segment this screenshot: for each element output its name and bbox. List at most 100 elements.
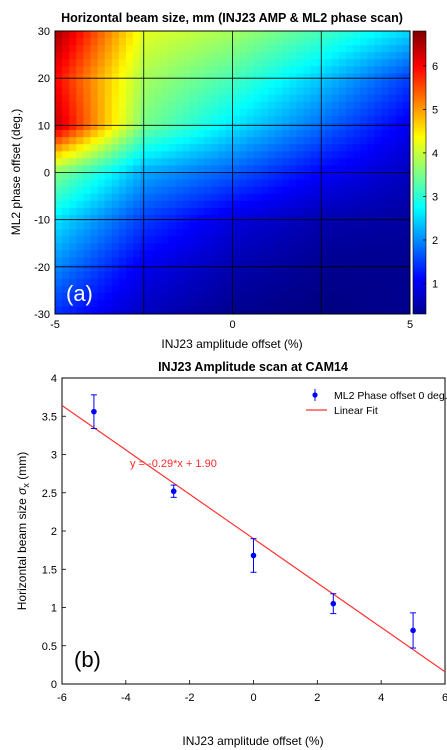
heatmap-cell bbox=[296, 278, 305, 287]
heatmap-cell bbox=[104, 165, 113, 174]
heatmap-cell bbox=[246, 108, 255, 117]
heatmap-cell bbox=[154, 45, 163, 53]
heatmap-cell bbox=[260, 193, 269, 202]
heatmap-cell bbox=[282, 66, 290, 75]
heatmap-cell bbox=[360, 257, 368, 266]
heatmap-cell bbox=[97, 271, 106, 280]
fit-equation: y = -0.29*x + 1.90 bbox=[130, 458, 217, 470]
heatmap-cell bbox=[282, 200, 290, 209]
heatmap-cell bbox=[69, 207, 77, 216]
heatmap-cell bbox=[189, 207, 198, 216]
heatmap-cell bbox=[97, 115, 106, 124]
heatmap-cell bbox=[182, 144, 191, 152]
heatmap-cell bbox=[374, 236, 383, 244]
heatmap-cell bbox=[353, 45, 361, 53]
heatmap-cell bbox=[97, 250, 106, 258]
heatmap-cell bbox=[381, 108, 390, 117]
heatmap-cell bbox=[133, 151, 141, 159]
heatmap-cell bbox=[218, 243, 226, 251]
heatmap-cell bbox=[303, 179, 312, 188]
heatmap-cell bbox=[111, 38, 120, 46]
heatmap-cell bbox=[147, 271, 155, 280]
heatmap-cell bbox=[175, 115, 184, 124]
heatmap-cell bbox=[282, 243, 290, 251]
heatmap-cell bbox=[147, 306, 155, 314]
heatmap-cell bbox=[353, 264, 361, 273]
heatmap-cell bbox=[204, 250, 212, 258]
heatmap-cell bbox=[303, 186, 312, 195]
heatmap-cell bbox=[182, 264, 191, 273]
heatmap-cell bbox=[154, 193, 163, 202]
heatmap-cell bbox=[161, 144, 170, 152]
heatmap-cell bbox=[104, 299, 113, 308]
heatmap-cell bbox=[211, 243, 219, 251]
heatmap-cell bbox=[353, 179, 361, 188]
heatmap-cell bbox=[346, 236, 354, 244]
heatmap-cell bbox=[260, 94, 269, 103]
heatmap-cell bbox=[367, 165, 376, 174]
plot-b-y-tick: 0.5 bbox=[42, 641, 57, 653]
heatmap-cell bbox=[402, 45, 410, 53]
heatmap-cell bbox=[83, 193, 92, 202]
heatmap-cell bbox=[367, 236, 376, 244]
heatmap-cell bbox=[346, 80, 354, 89]
heatmap-cell bbox=[253, 285, 262, 294]
heatmap-cell bbox=[168, 101, 177, 110]
heatmap-cell bbox=[204, 31, 212, 39]
heatmap-cell bbox=[104, 193, 113, 202]
heatmap-cell bbox=[76, 80, 84, 89]
heatmap-cell bbox=[111, 214, 120, 223]
heatmap-cell bbox=[90, 45, 99, 53]
heatmap-cell bbox=[55, 108, 63, 117]
heatmap-cell bbox=[133, 66, 141, 75]
heatmap-cell bbox=[367, 94, 376, 103]
heatmap-cell bbox=[367, 130, 376, 138]
heatmap-cell bbox=[197, 236, 205, 244]
heatmap-cell bbox=[62, 122, 70, 131]
heatmap-cell bbox=[189, 87, 198, 96]
heatmap-cell bbox=[388, 94, 397, 103]
heatmap-cell bbox=[275, 137, 283, 145]
heatmap-cell bbox=[353, 172, 361, 181]
heatmap-cell bbox=[275, 229, 283, 237]
colorbar-tick-label: 6 bbox=[432, 61, 438, 73]
heatmap-cell bbox=[232, 108, 241, 117]
heatmap-cell bbox=[55, 236, 63, 244]
heatmap-cell bbox=[118, 137, 127, 145]
heatmap-cell bbox=[133, 31, 141, 39]
heatmap-cell bbox=[62, 278, 70, 287]
heatmap-cell bbox=[253, 193, 262, 202]
heatmap-cell bbox=[69, 172, 77, 181]
heatmap-y-label: ML2 phase offset (deg.) bbox=[9, 109, 23, 236]
heatmap-cell bbox=[55, 278, 63, 287]
heatmap-cell bbox=[168, 73, 177, 82]
heatmap-cell bbox=[239, 306, 248, 314]
heatmap-cell bbox=[182, 80, 191, 89]
heatmap-cell bbox=[260, 271, 269, 280]
heatmap-cell bbox=[395, 179, 404, 188]
heatmap-cell bbox=[402, 94, 410, 103]
heatmap-cell bbox=[97, 108, 106, 117]
heatmap-cell bbox=[353, 285, 361, 294]
heatmap-cell bbox=[402, 66, 410, 75]
heatmap-cell bbox=[83, 222, 92, 230]
heatmap-cell bbox=[175, 193, 184, 202]
heatmap-cell bbox=[260, 137, 269, 145]
heatmap-cell bbox=[324, 207, 333, 216]
heatmap-cell bbox=[161, 172, 170, 181]
heatmap-cell bbox=[339, 45, 347, 53]
heatmap-cell bbox=[353, 80, 361, 89]
heatmap-cell bbox=[69, 299, 77, 308]
heatmap-cell bbox=[232, 257, 241, 266]
heatmap-cell bbox=[76, 31, 84, 39]
heatmap-cell bbox=[69, 108, 77, 117]
heatmap-cell bbox=[147, 144, 155, 152]
heatmap-cell bbox=[55, 271, 63, 280]
heatmap-cell bbox=[104, 59, 113, 67]
heatmap-cell bbox=[388, 73, 397, 82]
heatmap-cell bbox=[310, 31, 319, 39]
heatmap-cell bbox=[246, 31, 255, 39]
heatmap-cell bbox=[197, 250, 205, 258]
heatmap-cell bbox=[90, 108, 99, 117]
heatmap-cell bbox=[388, 137, 397, 145]
